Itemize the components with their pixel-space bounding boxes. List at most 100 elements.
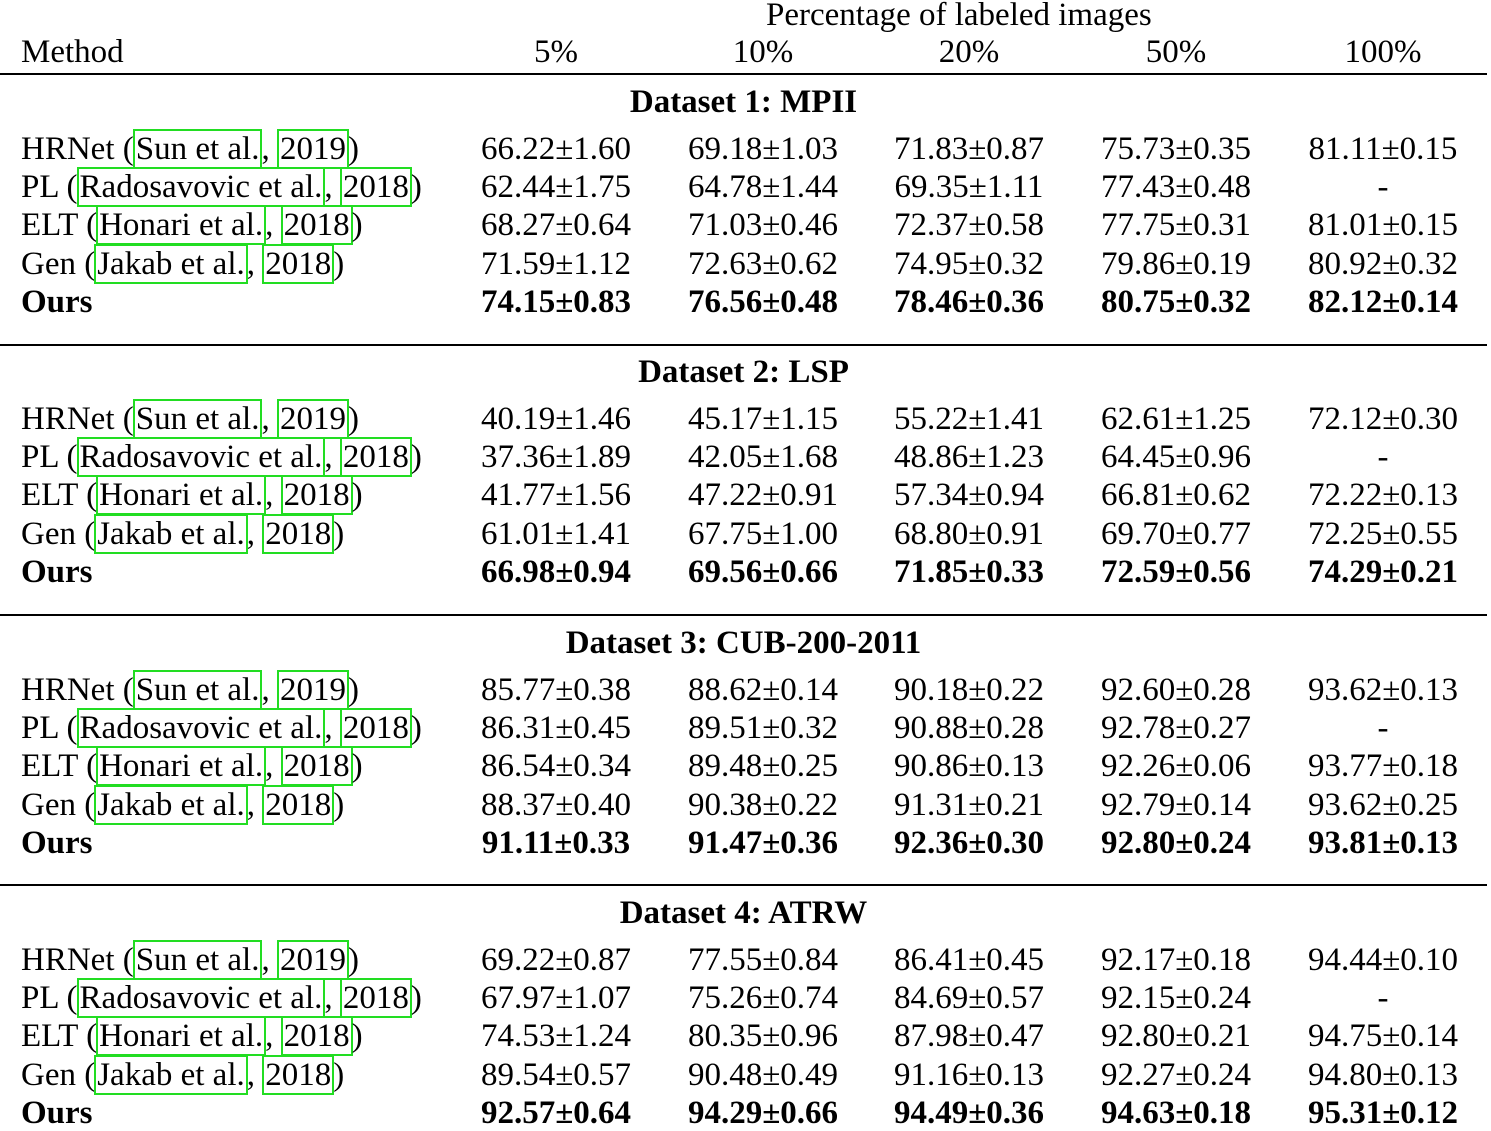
- citation-close: ): [333, 245, 345, 282]
- method-cell: Ours: [21, 824, 93, 861]
- method-cell: ELT (Honari et al., 2018): [21, 475, 363, 516]
- citation-separator: ,: [246, 786, 264, 823]
- citation-year-link[interactable]: 2019: [276, 399, 349, 439]
- citation-author-link[interactable]: Radosavovic et al.: [76, 167, 326, 208]
- method-name: PL (: [21, 439, 78, 476]
- value-cell: 61.01±1.41: [480, 515, 632, 552]
- citation-year-link[interactable]: 2019: [276, 940, 349, 980]
- value-cell: 88.37±0.40: [480, 786, 632, 823]
- method-name: PL (: [21, 169, 78, 206]
- citation-close: ): [351, 1018, 363, 1055]
- method-cell: Gen (Jakab et al., 2018): [21, 513, 344, 554]
- value-cell: 67.75±1.00: [687, 515, 839, 552]
- citation-author-link[interactable]: Honari et al.: [96, 475, 267, 516]
- citation-separator: ,: [324, 169, 341, 206]
- method-cell: Ours: [21, 555, 93, 589]
- method-name: Ours: [21, 824, 93, 861]
- method-cell: PL (Radosavovic et al., 2018): [21, 437, 422, 478]
- citation-year-link[interactable]: 2018: [280, 746, 353, 787]
- citation-author-link[interactable]: Radosavovic et al.: [76, 708, 326, 749]
- citation-year-link[interactable]: 2018: [339, 167, 412, 208]
- citation-author-link[interactable]: Jakab et al.: [94, 784, 248, 825]
- value-cell: 55.22±1.41: [893, 401, 1045, 437]
- citation-close: ): [410, 710, 422, 747]
- citation-year-link[interactable]: 2019: [276, 670, 349, 710]
- citation-close: ): [347, 942, 359, 978]
- method-cell: HRNet (Sun et al., 2019): [21, 670, 359, 710]
- value-cell: 69.18±1.03: [687, 131, 839, 167]
- value-cell: 92.15±0.24: [1100, 980, 1252, 1017]
- method-name: Ours: [21, 283, 93, 320]
- citation-author-link[interactable]: Sun et al.: [132, 670, 263, 710]
- method-cell: HRNet (Sun et al., 2019): [21, 940, 359, 980]
- value-cell: 48.86±1.23: [893, 439, 1045, 476]
- citation-year-link[interactable]: 2018: [280, 475, 353, 516]
- value-cell: -: [1377, 439, 1389, 476]
- value-cell: 79.86±0.19: [1100, 245, 1252, 282]
- citation-author-link[interactable]: Sun et al.: [132, 940, 263, 980]
- value-cell: 47.22±0.91: [687, 477, 839, 514]
- method-name: ELT (: [21, 748, 98, 785]
- section-rule: [0, 884, 1487, 886]
- value-cell: -: [1377, 710, 1389, 747]
- value-cell: 80.35±0.96: [687, 1018, 839, 1055]
- citation-author-link[interactable]: Jakab et al.: [94, 513, 248, 554]
- citation-close: ): [347, 672, 359, 708]
- citation-separator: ,: [265, 748, 282, 785]
- citation-year-link[interactable]: 2018: [262, 243, 335, 284]
- value-cell: 91.16±0.13: [893, 1056, 1045, 1093]
- citation-year-link[interactable]: 2018: [262, 784, 335, 825]
- citation-year-link[interactable]: 2018: [262, 513, 335, 554]
- citation-author-link[interactable]: Honari et al.: [96, 205, 267, 246]
- citation-year-link[interactable]: 2018: [339, 437, 412, 478]
- method-cell: ELT (Honari et al., 2018): [21, 746, 363, 787]
- value-cell: 94.29±0.66: [687, 1094, 839, 1131]
- header-rule: [0, 73, 1487, 75]
- citation-author-link[interactable]: Radosavovic et al.: [76, 437, 326, 478]
- citation-author-link[interactable]: Radosavovic et al.: [76, 978, 326, 1019]
- value-cell: 93.62±0.13: [1307, 672, 1459, 708]
- section-title: Dataset 2: LSP: [638, 354, 849, 390]
- citation-author-link[interactable]: Sun et al.: [132, 129, 263, 169]
- citation-author-link[interactable]: Jakab et al.: [94, 243, 248, 284]
- citation-separator: ,: [261, 401, 278, 437]
- citation-author-link[interactable]: Sun et al.: [132, 399, 263, 439]
- citation-year-link[interactable]: 2018: [339, 978, 412, 1019]
- citation-year-link[interactable]: 2018: [262, 1054, 335, 1095]
- citation-year-link[interactable]: 2018: [339, 708, 412, 749]
- value-cell: 71.85±0.33: [893, 553, 1045, 590]
- method-name: HRNet (: [21, 942, 134, 978]
- value-cell: 93.81±0.13: [1307, 824, 1459, 861]
- value-cell: 68.80±0.91: [893, 515, 1045, 552]
- value-cell: -: [1377, 980, 1389, 1017]
- citation-author-link[interactable]: Jakab et al.: [94, 1054, 248, 1095]
- value-cell: 72.22±0.13: [1307, 477, 1459, 514]
- value-cell: 62.44±1.75: [480, 169, 632, 206]
- citation-year-link[interactable]: 2018: [280, 205, 353, 246]
- value-cell: 94.44±0.10: [1307, 942, 1459, 978]
- method-name: Gen (: [21, 515, 96, 552]
- value-cell: 86.31±0.45: [480, 710, 632, 747]
- value-cell: 92.78±0.27: [1100, 710, 1252, 747]
- value-cell: 66.22±1.60: [480, 131, 632, 167]
- method-cell: ELT (Honari et al., 2018): [21, 205, 363, 246]
- method-cell: Ours: [21, 1096, 93, 1130]
- value-cell: 90.18±0.22: [893, 672, 1045, 708]
- col-header-20: 20%: [938, 34, 1000, 70]
- value-cell: 40.19±1.46: [480, 401, 632, 437]
- citation-year-link[interactable]: 2018: [280, 1016, 353, 1057]
- value-cell: 92.26±0.06: [1100, 748, 1252, 785]
- value-cell: 69.35±1.11: [894, 169, 1044, 206]
- citation-author-link[interactable]: Honari et al.: [96, 746, 267, 787]
- value-cell: 45.17±1.15: [687, 401, 839, 437]
- citation-close: ): [347, 131, 359, 167]
- citation-separator: ,: [261, 942, 278, 978]
- value-cell: 64.78±1.44: [687, 169, 839, 206]
- value-cell: 81.01±0.15: [1307, 207, 1459, 244]
- value-cell: 74.29±0.21: [1307, 553, 1459, 590]
- citation-year-link[interactable]: 2019: [276, 129, 349, 169]
- citation-author-link[interactable]: Honari et al.: [96, 1016, 267, 1057]
- value-cell: 91.47±0.36: [687, 824, 839, 861]
- value-cell: 92.60±0.28: [1100, 672, 1252, 708]
- value-cell: 94.80±0.13: [1307, 1056, 1459, 1093]
